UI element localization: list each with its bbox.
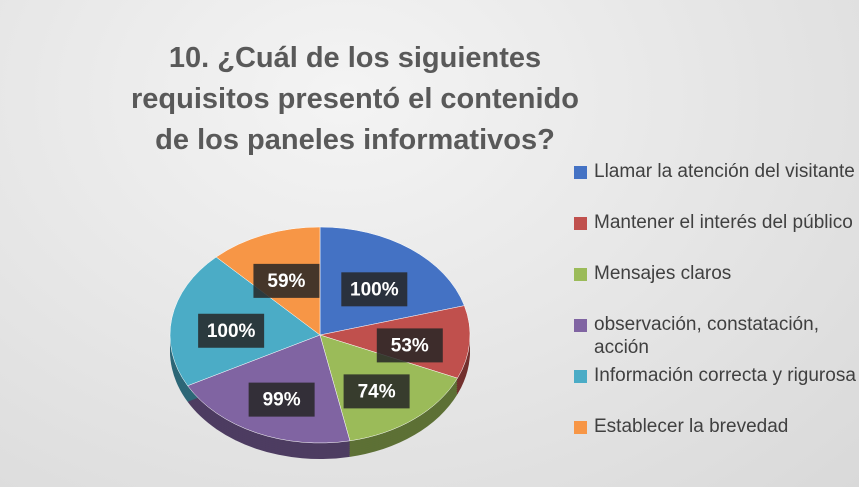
data-label: 74% bbox=[358, 381, 396, 402]
data-label-box bbox=[341, 272, 408, 307]
data-label: 100% bbox=[207, 321, 256, 342]
legend-swatch bbox=[574, 421, 587, 434]
data-label-box bbox=[253, 263, 320, 298]
data-label: 99% bbox=[263, 390, 301, 411]
legend-entry: Mensajes claros bbox=[574, 262, 859, 285]
legend-label: Establecer la brevedad bbox=[594, 416, 789, 437]
data-label-box bbox=[198, 313, 265, 348]
legend-label: Llamar la atención del visitante bbox=[594, 161, 855, 182]
legend-swatch bbox=[574, 319, 587, 332]
legend-label: Mantener el interés del público bbox=[594, 212, 853, 233]
legend-swatch bbox=[574, 268, 587, 281]
legend-entry: Llamar la atención del visitante bbox=[574, 160, 859, 183]
legend-entry: Información correcta y rigurosa bbox=[574, 364, 859, 387]
legend-swatch bbox=[574, 217, 587, 230]
legend-label: Información correcta y rigurosa bbox=[594, 365, 856, 386]
data-label: 59% bbox=[267, 271, 305, 292]
data-label-box bbox=[343, 374, 410, 409]
legend-swatch bbox=[574, 166, 587, 179]
legend-entry: Mantener el interés del público bbox=[574, 211, 859, 234]
data-label: 53% bbox=[391, 335, 429, 356]
legend-label: Mensajes claros bbox=[594, 263, 732, 284]
chart-title: 10. ¿Cuál de los siguientes requisitos p… bbox=[131, 42, 579, 156]
legend-entry: Establecer la brevedad bbox=[574, 415, 859, 438]
data-label-box bbox=[248, 382, 315, 417]
data-label: 100% bbox=[350, 279, 399, 300]
legend-entry: observación, constatación, acción bbox=[574, 313, 859, 359]
legend-label: observación, constatación, acción bbox=[594, 314, 819, 358]
legend-swatch bbox=[574, 370, 587, 383]
data-label-box bbox=[376, 328, 443, 363]
